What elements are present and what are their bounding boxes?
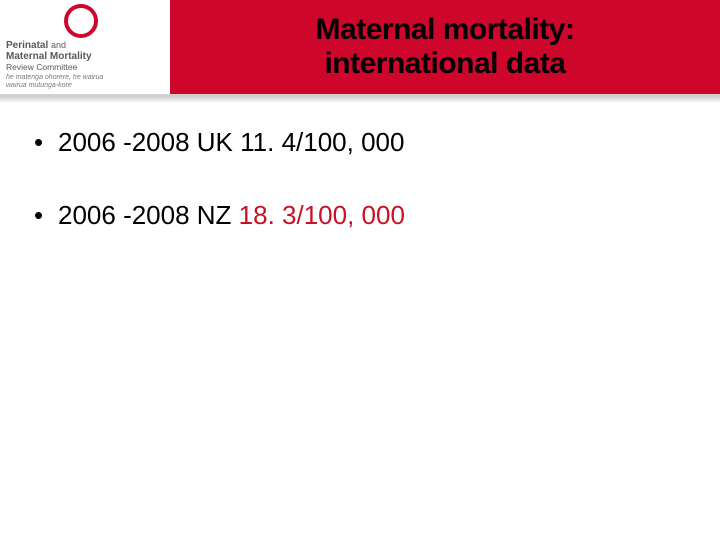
logo-word-and: and	[51, 40, 66, 50]
slide-title: Maternal mortality: international data	[316, 13, 575, 82]
bullet-marker: •	[30, 127, 58, 158]
bullet-value-highlighted: 18. 3/100, 000	[239, 200, 405, 230]
title-area: Maternal mortality: international data	[170, 0, 720, 97]
bullet-marker: •	[30, 200, 58, 231]
logo-block: Perinatal and Maternal Mortality Review …	[0, 0, 170, 97]
title-line-1: Maternal mortality:	[316, 13, 575, 46]
logo-word-perinatal: Perinatal	[6, 40, 48, 51]
logo-org-name-line3: Review Committee	[6, 62, 77, 72]
header-shadow	[0, 97, 720, 103]
title-line-2: international data	[324, 47, 565, 80]
bullet-text: 2006 -2008 NZ 18. 3/100, 000	[58, 200, 405, 231]
logo-org-name-line1: Perinatal and Maternal Mortality	[6, 40, 92, 62]
bullet-item: • 2006 -2008 NZ 18. 3/100, 000	[30, 200, 690, 231]
bullet-value: 11. 4/100, 000	[240, 127, 404, 157]
slide-body: • 2006 -2008 UK 11. 4/100, 000 • 2006 -2…	[0, 97, 720, 231]
logo-mark	[64, 4, 98, 38]
bullet-text: 2006 -2008 UK 11. 4/100, 000	[58, 127, 404, 158]
logo-org-name-line2: Maternal Mortality	[6, 51, 92, 62]
bullet-prefix: 2006 -2008 NZ	[58, 200, 239, 230]
logo-tagline: he matenga ohorere, he wairua wairua mut…	[6, 74, 103, 90]
bullet-prefix: 2006 -2008 UK	[58, 127, 240, 157]
slide-header: Perinatal and Maternal Mortality Review …	[0, 0, 720, 97]
bullet-item: • 2006 -2008 UK 11. 4/100, 000	[30, 127, 690, 158]
